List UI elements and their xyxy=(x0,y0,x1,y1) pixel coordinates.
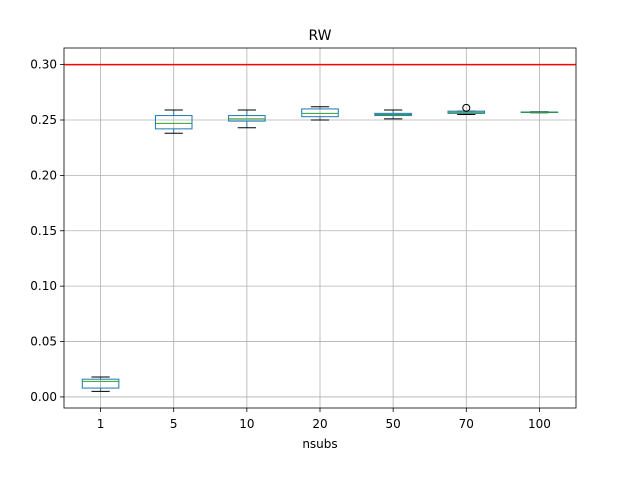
x-axis: 1 5 10 20 50 70 100 xyxy=(97,408,551,431)
y-tick-label: 0.10 xyxy=(30,279,57,293)
x-axis-label: nsubs xyxy=(302,437,337,451)
x-tick-label: 50 xyxy=(386,417,401,431)
box-5 xyxy=(154,109,193,134)
x-tick-label: 70 xyxy=(459,417,474,431)
box-100 xyxy=(520,111,559,114)
outlier-point xyxy=(462,103,471,112)
box-50 xyxy=(374,109,412,120)
x-tick-label: 20 xyxy=(312,417,327,431)
x-tick-label: 5 xyxy=(170,417,178,431)
box-20 xyxy=(301,106,339,121)
box-70 xyxy=(447,103,486,115)
box-iqr xyxy=(301,108,339,118)
box-iqr xyxy=(228,115,266,122)
box-iqr xyxy=(154,115,193,130)
y-axis: 0.00 0.05 0.10 0.15 0.20 0.25 0.30 xyxy=(30,58,64,404)
y-tick-label: 0.15 xyxy=(30,224,57,238)
y-tick-label: 0.30 xyxy=(30,58,57,72)
x-tick-label: 1 xyxy=(97,417,105,431)
box-iqr xyxy=(81,378,120,389)
boxes xyxy=(81,103,559,392)
y-tick-label: 0.05 xyxy=(30,335,57,349)
y-tick-label: 0.00 xyxy=(30,390,57,404)
y-tick-label: 0.25 xyxy=(30,113,57,127)
grid xyxy=(64,48,576,408)
chart-title: RW xyxy=(308,28,331,44)
box-1 xyxy=(81,376,120,392)
x-tick-label: 10 xyxy=(239,417,254,431)
box-10 xyxy=(228,109,266,129)
y-tick-label: 0.20 xyxy=(30,168,57,182)
x-tick-label: 100 xyxy=(528,417,551,431)
